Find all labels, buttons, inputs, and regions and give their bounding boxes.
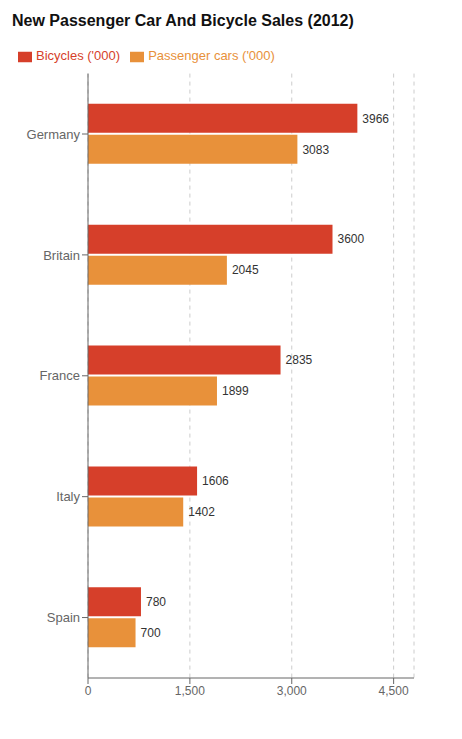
svg-text:2835: 2835 bbox=[286, 353, 313, 367]
svg-text:1402: 1402 bbox=[188, 505, 215, 519]
svg-text:700: 700 bbox=[141, 626, 161, 640]
svg-text:Germany: Germany bbox=[27, 127, 81, 142]
svg-text:3600: 3600 bbox=[338, 232, 365, 246]
svg-text:1,500: 1,500 bbox=[175, 684, 205, 698]
svg-text:3966: 3966 bbox=[362, 112, 389, 126]
svg-text:3083: 3083 bbox=[302, 143, 329, 157]
svg-text:Britain: Britain bbox=[43, 248, 80, 263]
html-text:Passenger cars ('000): Passenger cars ('000) bbox=[148, 48, 275, 63]
svg-text:3,000: 3,000 bbox=[277, 684, 307, 698]
svg-text:Spain: Spain bbox=[47, 610, 80, 625]
svg-text:780: 780 bbox=[146, 595, 166, 609]
html-text:Bicycles ('000): Bicycles ('000) bbox=[36, 48, 121, 63]
svg-text:France: France bbox=[40, 368, 80, 383]
svg-text:Italy: Italy bbox=[56, 489, 80, 504]
html-text:New Passenger Car And Bicycle: New Passenger Car And Bicycle Sales (201… bbox=[12, 12, 354, 29]
svg-text:2045: 2045 bbox=[232, 263, 259, 277]
svg-text:1899: 1899 bbox=[222, 384, 249, 398]
svg-text:4,500: 4,500 bbox=[379, 684, 409, 698]
svg-text:1606: 1606 bbox=[202, 474, 229, 488]
svg-text:0: 0 bbox=[85, 684, 92, 698]
